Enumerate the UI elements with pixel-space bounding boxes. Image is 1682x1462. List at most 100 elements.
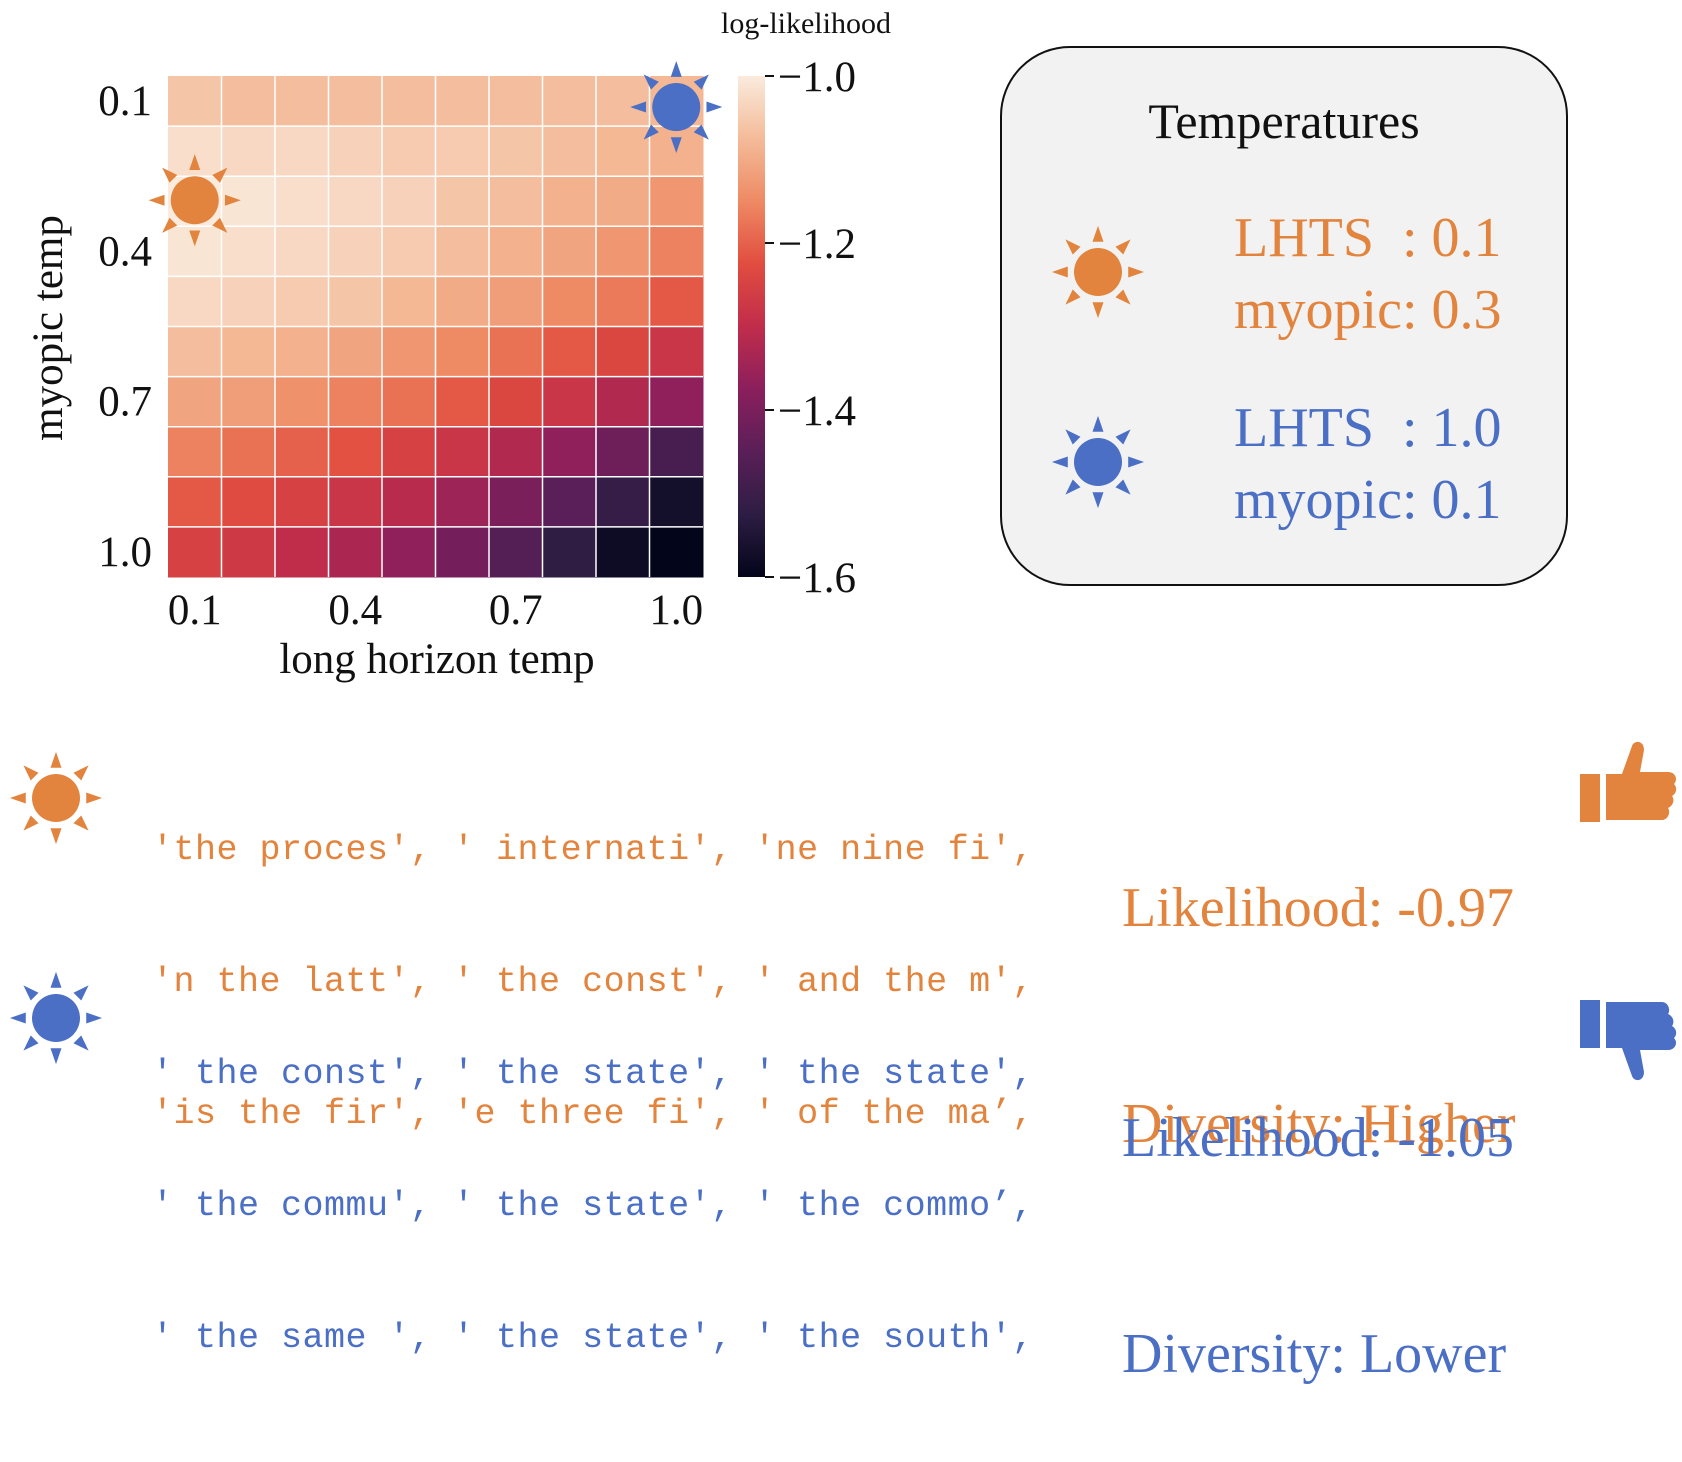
- colorbar-tick-label: −1.0: [778, 54, 856, 101]
- heatmap-cell: [328, 526, 383, 578]
- heatmap-cell: [489, 76, 543, 127]
- heatmap-cell: [275, 226, 329, 277]
- sun-icon: [630, 60, 723, 154]
- x-axis-label: long horizon temp: [279, 636, 594, 683]
- heatmap-cell: [435, 476, 490, 528]
- y-axis-ticks: 0.1 0.4 0.7 1.0: [98, 78, 152, 576]
- heatmap-cell: [275, 476, 329, 528]
- colorbar-tick-label: −1.2: [778, 221, 856, 268]
- heatmap-cell: [596, 226, 650, 277]
- heatmap-cell: [489, 376, 543, 428]
- heatmap-cell: [596, 376, 650, 428]
- sun-icon: [148, 154, 241, 247]
- thumbs-up-icon: [1580, 741, 1677, 822]
- heatmap-cell: [328, 326, 383, 378]
- legend-blue-lhts: LHTS : 1.0: [1234, 397, 1502, 459]
- heatmap-cell: [435, 526, 490, 578]
- heatmap-cell: [489, 226, 543, 277]
- temperatures-legend: Temperatures LHTS : 0.1 myopic: 0.3 LHTS…: [1000, 46, 1568, 586]
- heatmap-cell: [382, 226, 436, 277]
- heatmap-cell: [542, 476, 597, 528]
- heatmap-cell: [542, 126, 597, 177]
- heatmap-cell: [275, 376, 329, 428]
- y-axis-label: myopic temp: [25, 215, 72, 441]
- heatmap-cell: [328, 276, 383, 327]
- heatmap-cell: [382, 76, 436, 127]
- heatmap-cell: [596, 526, 650, 578]
- sun-icon: [9, 751, 103, 845]
- heatmap-cell: [596, 276, 650, 327]
- heatmap-cell: [542, 176, 597, 227]
- blue-samples: ' the const', ' the state', ' the state'…: [152, 964, 1034, 1404]
- heatmap-cell: [168, 276, 222, 327]
- heatmap-cell: [221, 76, 276, 127]
- heatmap-cell: [489, 526, 543, 578]
- likelihood-value: Likelihood: -0.97: [1122, 877, 1514, 939]
- heatmap-cell: [489, 276, 543, 327]
- heatmap-cell: [328, 426, 383, 478]
- heatmap-cell: [168, 326, 222, 378]
- heatmap-cell: [328, 176, 383, 227]
- heatmap-cell: [275, 76, 329, 127]
- heatmap-cell: [275, 326, 329, 378]
- heatmap-cell: [489, 476, 543, 528]
- blue-metrics: Likelihood: -1.05 Diversity: Lower: [1122, 958, 1514, 1462]
- heatmap-cell: [489, 426, 543, 478]
- heatmap-cell: [328, 126, 383, 177]
- heatmap-cell: [275, 526, 329, 578]
- heatmap-cell: [596, 326, 650, 378]
- heatmap-cell: [221, 276, 276, 327]
- heatmap-cell: [435, 326, 490, 378]
- heatmap-cell: [221, 476, 276, 528]
- heatmap-cell: [649, 276, 704, 327]
- heatmap-cell: [221, 526, 276, 578]
- heatmap-cell: [542, 276, 597, 327]
- heatmap-cell: [649, 476, 704, 528]
- legend-title: Temperatures: [1148, 93, 1420, 149]
- heatmap-cell: [435, 176, 490, 227]
- heatmap-cell: [435, 376, 490, 428]
- heatmap-cell: [328, 376, 383, 428]
- heatmap-markers: [148, 60, 723, 247]
- heatmap-cell: [542, 226, 597, 277]
- y-tick-label: 0.7: [98, 379, 152, 426]
- heatmap-cell: [168, 76, 222, 127]
- colorbar: [738, 76, 765, 577]
- heatmap-cell: [275, 426, 329, 478]
- y-tick-label: 0.1: [98, 78, 152, 125]
- sample-line: 'the proces', ' internati', 'ne nine fi'…: [152, 830, 1034, 870]
- heatmap-cell: [382, 476, 436, 528]
- heatmap-cell: [542, 76, 597, 127]
- sample-line: ' the commu', ' the state', ' the commo’…: [152, 1186, 1034, 1226]
- x-tick-label: 0.4: [328, 587, 382, 634]
- heatmap-cell: [382, 176, 436, 227]
- heatmap-cell: [168, 526, 222, 578]
- heatmap-cell: [221, 376, 276, 428]
- heatmap-cell: [328, 76, 383, 127]
- heatmap-cell: [168, 376, 222, 428]
- heatmap-cell: [328, 476, 383, 528]
- heatmap-grid: [168, 76, 703, 577]
- heatmap-cell: [649, 176, 704, 227]
- heatmap-cell: [382, 526, 436, 578]
- heatmap-cell: [221, 426, 276, 478]
- heatmap-cell: [649, 526, 704, 578]
- heatmap-cell: [382, 276, 436, 327]
- sample-line: ' the const', ' the state', ' the state'…: [152, 1054, 1034, 1094]
- heatmap-figure: 0.1 0.4 0.7 1.0 0.1 0.4 0.7 1.0 long horizon t…: [25, 7, 891, 683]
- heatmap-cells: [168, 76, 704, 578]
- heatmap-cell: [596, 426, 650, 478]
- heatmap-cell: [435, 76, 490, 127]
- heatmap-cell: [649, 376, 704, 428]
- colorbar-tick-label: −1.4: [778, 388, 856, 435]
- sun-icon: [1051, 415, 1145, 509]
- x-tick-label: 0.1: [168, 587, 222, 634]
- likelihood-value: Likelihood: -1.05: [1122, 1107, 1514, 1169]
- heatmap-cell: [649, 326, 704, 378]
- thumbs-down-icon: [1580, 1000, 1677, 1081]
- heatmap-cell: [596, 176, 650, 227]
- heatmap-cell: [435, 226, 490, 277]
- heatmap-cell: [168, 426, 222, 478]
- heatmap-cell: [649, 426, 704, 478]
- heatmap-cell: [542, 376, 597, 428]
